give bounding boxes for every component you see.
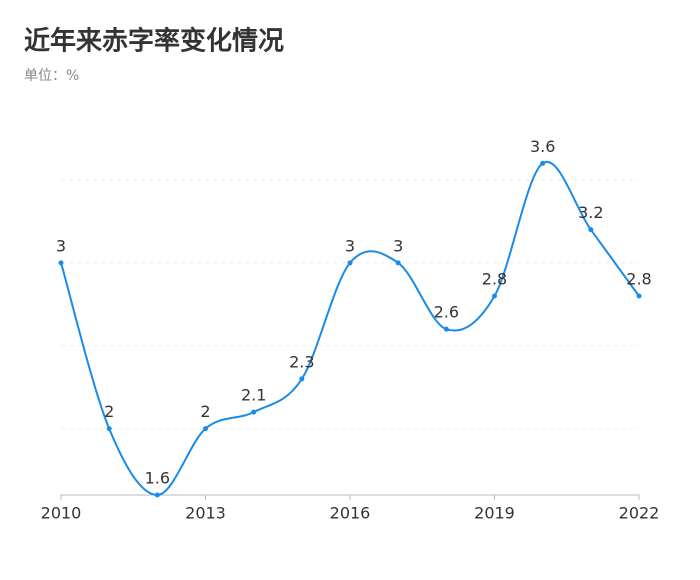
x-tick-label: 2010 bbox=[41, 504, 82, 523]
x-tick-label: 2022 bbox=[619, 504, 660, 523]
data-label: 3 bbox=[345, 236, 355, 255]
point bbox=[492, 293, 497, 299]
data-label: 3 bbox=[56, 236, 66, 255]
point bbox=[395, 260, 401, 266]
x-tick-label: 2019 bbox=[474, 504, 515, 523]
point bbox=[251, 409, 257, 415]
point bbox=[588, 227, 594, 233]
data-label: 3.6 bbox=[530, 137, 555, 156]
x-tick-label: 2016 bbox=[330, 504, 371, 523]
data-label: 2 bbox=[104, 402, 114, 421]
point bbox=[106, 426, 112, 432]
point bbox=[636, 293, 642, 299]
data-label: 2 bbox=[200, 402, 210, 421]
point bbox=[299, 376, 305, 382]
point bbox=[58, 260, 64, 266]
point bbox=[154, 492, 160, 498]
data-label: 1.6 bbox=[145, 469, 170, 488]
chart-subtitle: 单位：% bbox=[24, 68, 79, 84]
data-label: 2.1 bbox=[241, 386, 266, 405]
data-label: 3 bbox=[393, 236, 403, 255]
data-label: 3.2 bbox=[578, 203, 603, 222]
data-label: 2.8 bbox=[482, 270, 507, 289]
data-label: 2.6 bbox=[434, 303, 459, 322]
point bbox=[443, 326, 449, 332]
point bbox=[540, 160, 546, 166]
point bbox=[347, 260, 353, 266]
line bbox=[60, 160, 640, 497]
x-tick-label: 2013 bbox=[185, 504, 226, 523]
data-label: 2.3 bbox=[289, 352, 314, 371]
chart-title: 近年来赤字率变化情况 bbox=[24, 26, 284, 57]
data-label: 2.8 bbox=[626, 270, 651, 289]
point bbox=[203, 426, 208, 432]
